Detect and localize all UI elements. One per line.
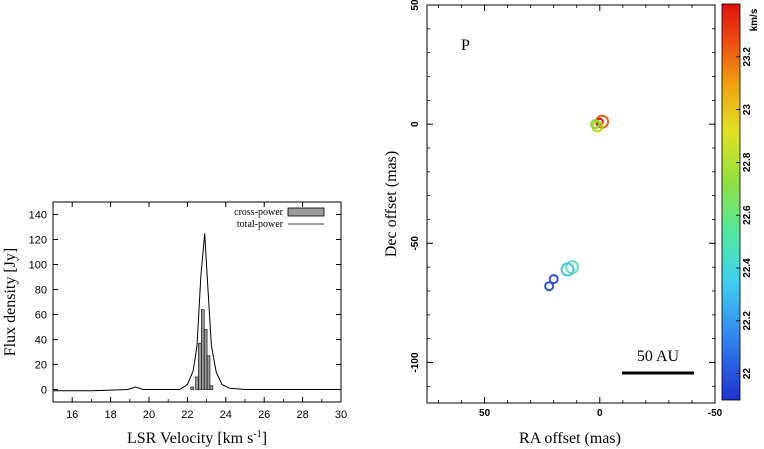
cross-power-bar xyxy=(206,355,211,390)
colorbar-tick-label: 22.2 xyxy=(742,311,753,331)
cross-power-bar xyxy=(201,309,205,390)
map-xtick-label: 50 xyxy=(479,408,491,419)
cross-power-bar xyxy=(190,386,194,390)
maser-spot xyxy=(544,281,555,292)
maser-spot xyxy=(590,119,601,130)
colorbar-tick-label: 22 xyxy=(742,368,753,380)
spectrum-panel: 16 18 20 22 24 26 28 30 0 20 40 60 80 100 120 140 LSR V… xyxy=(2,201,347,447)
legend-swatch-cross-power xyxy=(287,207,325,217)
spectrum-ytick-label: 60 xyxy=(35,310,47,322)
colorbar-unit: km/s xyxy=(749,8,760,31)
colorbar-tick-label: 22.4 xyxy=(742,258,753,278)
map-xtick-label: 0 xyxy=(597,408,603,419)
spectrum-ytick-label: 0 xyxy=(41,385,47,397)
colorbar-tick-label: 22.8 xyxy=(742,152,753,172)
spectrum-ylabel: Flux density [Jy] xyxy=(2,248,19,356)
spectrum-ytick-label: 80 xyxy=(35,285,47,297)
spectrum-ytick-label: 100 xyxy=(29,260,47,272)
spectrum-ytick-label: 140 xyxy=(29,210,47,222)
spectrum-ytick-label: 40 xyxy=(35,335,47,347)
map-ytick-label: -50 xyxy=(410,236,421,251)
map-ylabel: Dec offset (mas) xyxy=(383,151,400,257)
spectrum-frame xyxy=(52,201,342,403)
legend-label-total-power: total-power xyxy=(237,219,284,230)
spectrum-xtick-label: 18 xyxy=(104,409,116,421)
spectrum-ytick-label: 20 xyxy=(35,360,47,372)
spectrum-xlabel: LSR Velocity [km s-1] xyxy=(127,429,267,447)
total-power-line xyxy=(53,233,341,392)
map-xtick-label: -50 xyxy=(708,408,723,419)
cross-power-bar xyxy=(198,342,202,390)
map-frame xyxy=(426,4,716,404)
scale-bar-label: 50 AU xyxy=(637,348,680,365)
map-ytick-label: 0 xyxy=(410,121,421,127)
spectrum-xtick-label: 20 xyxy=(143,409,155,421)
spectrum-xtick-label: 16 xyxy=(66,409,78,421)
colorbar-tick-label: 23 xyxy=(742,104,753,116)
map-ytick-label: -100 xyxy=(410,352,421,372)
spectrum-xtick-label: 30 xyxy=(335,409,347,421)
colorbar-tick-label: 22.6 xyxy=(742,205,753,225)
spectrum-ytick-label: 120 xyxy=(29,235,47,247)
maser-spot xyxy=(548,274,559,285)
maser-map-panel: 50 0 -50 50 0 -50 -100 P RA offset (mas) Dec o… xyxy=(383,0,760,447)
cross-power-bar xyxy=(209,385,214,390)
spectrum-legend: cross-power total-power xyxy=(234,207,325,230)
spectrum-xtick-label: 28 xyxy=(296,409,308,421)
map-xlabel: RA offset (mas) xyxy=(519,430,621,447)
map-ytick-label: 50 xyxy=(410,0,421,11)
panel-label: P xyxy=(461,37,470,54)
spectrum-xtick-label: 22 xyxy=(181,409,193,421)
colorbar xyxy=(721,3,741,401)
cross-power-bar xyxy=(203,329,208,390)
cross-power-bar xyxy=(195,376,199,390)
spectrum-xtick-label: 26 xyxy=(258,409,270,421)
colorbar-tick-label: 23.2 xyxy=(742,47,753,67)
spectrum-xtick-label: 24 xyxy=(220,409,232,421)
maser-spot xyxy=(560,262,575,277)
legend-label-cross-power: cross-power xyxy=(234,207,284,218)
